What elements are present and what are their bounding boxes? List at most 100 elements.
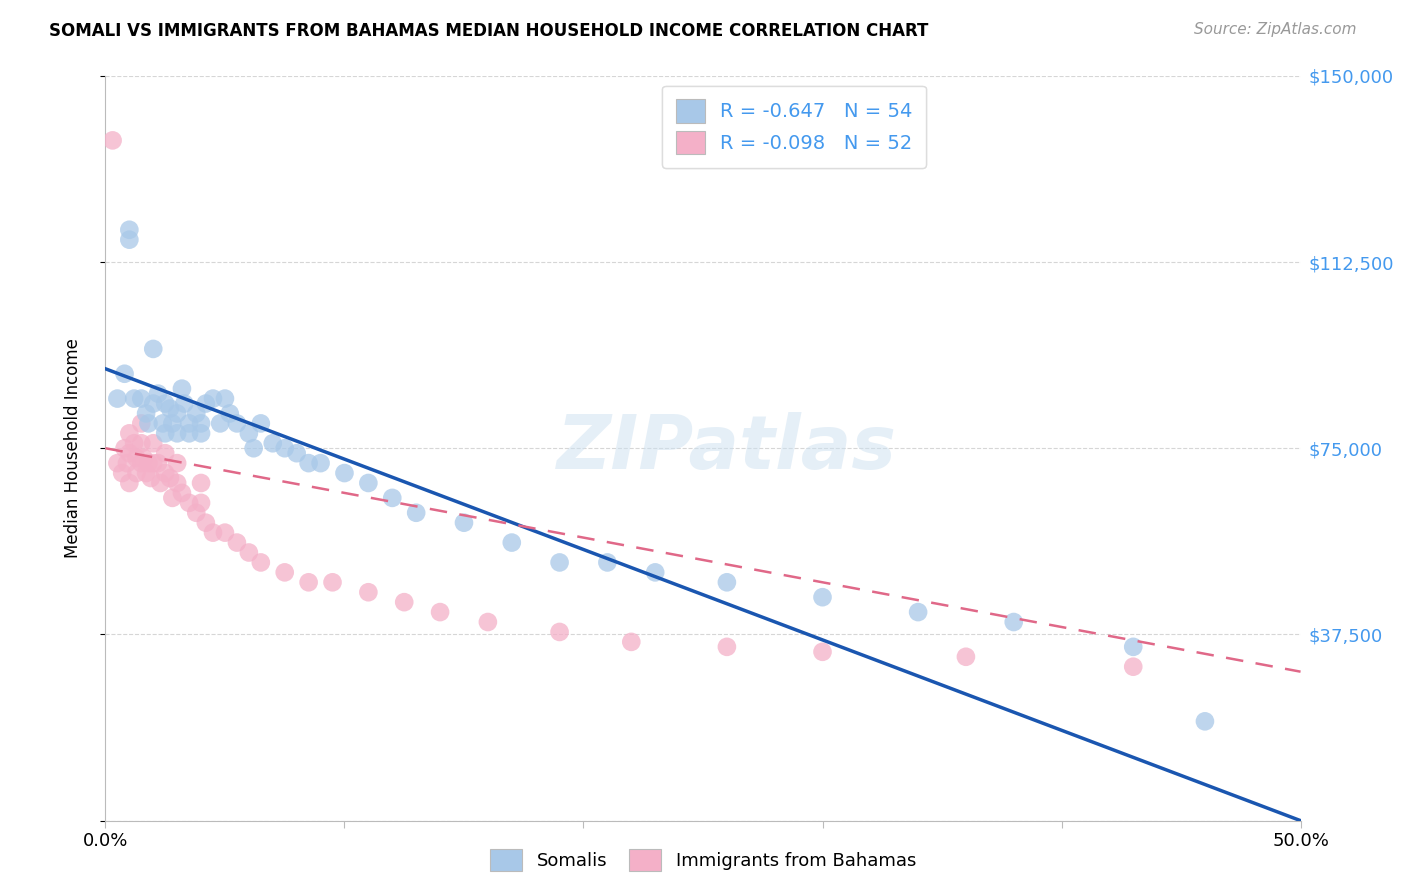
Point — [122, 436, 145, 450]
Point — [166, 407, 188, 421]
Point — [125, 451, 148, 466]
Point — [159, 401, 181, 416]
Point — [202, 525, 225, 540]
Point — [405, 506, 427, 520]
Point — [135, 407, 157, 421]
Point — [142, 436, 165, 450]
Point — [214, 525, 236, 540]
Text: SOMALI VS IMMIGRANTS FROM BAHAMAS MEDIAN HOUSEHOLD INCOME CORRELATION CHART: SOMALI VS IMMIGRANTS FROM BAHAMAS MEDIAN… — [49, 22, 928, 40]
Point — [139, 471, 162, 485]
Point — [170, 382, 193, 396]
Point — [162, 491, 184, 505]
Point — [125, 466, 148, 480]
Point — [1194, 714, 1216, 729]
Point — [238, 426, 260, 441]
Point — [129, 456, 153, 470]
Point — [118, 233, 141, 247]
Point — [453, 516, 475, 530]
Point — [202, 392, 225, 406]
Point — [153, 466, 177, 480]
Point — [118, 475, 141, 490]
Point — [118, 223, 141, 237]
Point — [166, 456, 188, 470]
Point — [115, 456, 138, 470]
Point — [177, 426, 201, 441]
Point — [225, 417, 249, 431]
Point — [142, 396, 165, 410]
Point — [1002, 615, 1025, 629]
Point — [955, 649, 977, 664]
Point — [107, 456, 129, 470]
Point — [209, 417, 232, 431]
Point — [166, 475, 188, 490]
Point — [111, 466, 134, 480]
Point — [309, 456, 332, 470]
Point — [548, 556, 571, 570]
Point — [716, 640, 738, 654]
Point — [190, 475, 212, 490]
Point — [186, 407, 208, 421]
Point — [190, 426, 212, 441]
Y-axis label: Median Household Income: Median Household Income — [63, 338, 82, 558]
Point — [333, 466, 356, 480]
Point — [173, 396, 195, 410]
Point — [429, 605, 451, 619]
Point — [132, 451, 155, 466]
Point — [501, 535, 523, 549]
Legend: Somalis, Immigrants from Bahamas: Somalis, Immigrants from Bahamas — [482, 842, 924, 879]
Point — [170, 486, 193, 500]
Point — [101, 133, 124, 147]
Legend: R = -0.647   N = 54, R = -0.098   N = 52: R = -0.647 N = 54, R = -0.098 N = 52 — [662, 86, 927, 168]
Point — [1122, 640, 1144, 654]
Point — [596, 556, 619, 570]
Point — [142, 342, 165, 356]
Point — [273, 442, 295, 455]
Point — [477, 615, 499, 629]
Point — [218, 407, 240, 421]
Point — [129, 392, 153, 406]
Point — [644, 566, 666, 580]
Point — [321, 575, 344, 590]
Point — [129, 417, 153, 431]
Point — [811, 645, 834, 659]
Point — [138, 417, 160, 431]
Text: ZIPatlas: ZIPatlas — [557, 412, 897, 484]
Point — [122, 392, 145, 406]
Point — [166, 426, 188, 441]
Point — [142, 456, 165, 470]
Point — [177, 417, 201, 431]
Point — [242, 442, 264, 455]
Point — [907, 605, 929, 619]
Point — [225, 535, 249, 549]
Point — [298, 575, 321, 590]
Point — [129, 436, 153, 450]
Point — [548, 624, 571, 639]
Point — [238, 545, 260, 559]
Point — [620, 635, 643, 649]
Point — [381, 491, 404, 505]
Point — [214, 392, 236, 406]
Point — [357, 585, 380, 599]
Point — [186, 506, 208, 520]
Point — [194, 396, 217, 410]
Point — [285, 446, 308, 460]
Point — [118, 426, 141, 441]
Point — [153, 396, 177, 410]
Point — [1122, 659, 1144, 673]
Point — [392, 595, 416, 609]
Point — [190, 417, 212, 431]
Point — [118, 446, 141, 460]
Point — [138, 456, 160, 470]
Point — [114, 367, 136, 381]
Point — [357, 475, 380, 490]
Point — [811, 591, 834, 605]
Point — [149, 475, 172, 490]
Point — [152, 417, 174, 431]
Point — [146, 456, 169, 470]
Text: Source: ZipAtlas.com: Source: ZipAtlas.com — [1194, 22, 1357, 37]
Point — [153, 426, 177, 441]
Point — [114, 442, 136, 455]
Point — [107, 392, 129, 406]
Point — [146, 386, 169, 401]
Point — [250, 556, 273, 570]
